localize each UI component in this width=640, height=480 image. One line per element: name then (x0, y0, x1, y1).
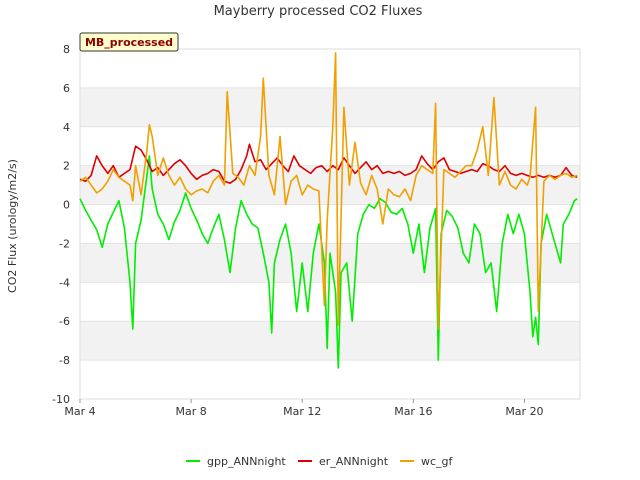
plot-border (79, 48, 581, 400)
y-tick-label: 4 (63, 121, 70, 134)
x-tick-label: Mar 4 (64, 405, 95, 418)
x-axis-ticks: Mar 4 Mar 8 Mar 12 Mar 16 Mar 20 (64, 399, 544, 418)
plot-background (79, 48, 581, 400)
x-tick-label: Mar 16 (394, 405, 432, 418)
y-tick-label: 0 (63, 199, 70, 212)
y-axis-ticks: -10 -8 -6 -4 -2 0 2 4 6 8 (52, 43, 70, 406)
badge: MB_processed (79, 32, 179, 52)
series-line-er_ANNnight (79, 143, 578, 184)
x-tick-label: Mar 8 (175, 405, 206, 418)
grid-band (80, 321, 580, 361)
series-line-wc_gf (79, 52, 578, 330)
legend-label: gpp_ANNnight (207, 455, 286, 468)
y-tick-label: -10 (52, 393, 70, 406)
series-lines (79, 52, 578, 369)
legend: gpp_ANNnight er_ANNnight wc_gf (186, 455, 454, 468)
legend-label: wc_gf (421, 455, 454, 468)
y-tick-label: -2 (59, 237, 70, 250)
badge-label: MB_processed (85, 36, 173, 49)
legend-label: er_ANNnight (319, 455, 389, 468)
y-tick-label: -6 (59, 315, 70, 328)
x-tick-label: Mar 12 (283, 405, 321, 418)
series-line-gpp_ANNnight (79, 155, 578, 369)
y-tick-label: 6 (63, 82, 70, 95)
y-tick-label: 8 (63, 43, 70, 56)
y-tick-label: -4 (59, 276, 70, 289)
x-tick-label: Mar 20 (505, 405, 543, 418)
y-axis-label: CO2 Flux (urology/m2/s) (6, 159, 19, 293)
y-tick-label: 2 (63, 160, 70, 173)
grid-band (80, 87, 580, 127)
y-tick-label: -8 (59, 354, 70, 367)
chart-title: Mayberry processed CO2 Fluxes (214, 4, 423, 19)
